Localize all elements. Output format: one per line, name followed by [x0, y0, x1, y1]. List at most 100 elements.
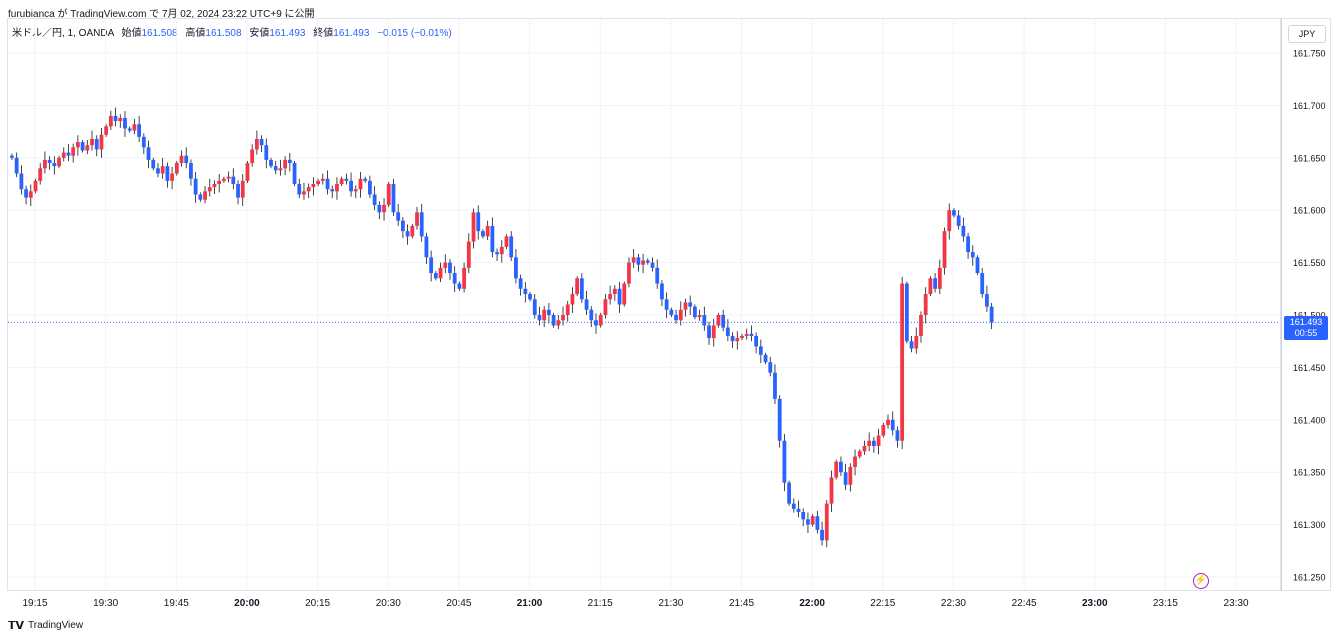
candle-up — [99, 134, 104, 150]
candle-up — [556, 320, 561, 326]
candle-up — [438, 267, 443, 279]
candle-down — [664, 299, 669, 310]
candle-down — [980, 273, 985, 295]
candle-down — [14, 157, 19, 174]
candle-down — [674, 315, 678, 321]
candle-up — [829, 477, 834, 504]
candle-down — [688, 302, 693, 307]
candle-down — [782, 440, 787, 483]
candle-down — [19, 173, 24, 190]
candle-up — [118, 117, 123, 122]
currency-button[interactable]: JPY — [1288, 25, 1326, 43]
candle-down — [189, 163, 193, 179]
candle-up — [471, 212, 476, 242]
candle-up — [942, 231, 947, 268]
x-tick-label: 20:00 — [234, 598, 260, 609]
candle-down — [476, 212, 481, 232]
candle-up — [335, 184, 339, 192]
candle-up — [542, 309, 547, 321]
candle-down — [156, 168, 160, 174]
candle-down — [419, 212, 424, 237]
chart-legend: 米ドル／円, 1, OANDA 始値161.508 高値161.508 安値16… — [12, 24, 452, 39]
legend-change: −0.015 (−0.01%) — [377, 28, 452, 39]
y-tick-label: 161.600 — [1293, 206, 1326, 216]
candle-down — [433, 273, 438, 279]
candle-up — [848, 466, 853, 485]
candle-up — [678, 309, 683, 321]
legend-low-label: 安値 — [249, 28, 270, 39]
x-tick-label: 21:45 — [729, 598, 754, 609]
candle-down — [773, 372, 777, 399]
tradingview-logo[interactable]: 𝗧𝗩 TradingView — [8, 619, 83, 632]
lightning-icon[interactable]: ⚡ — [1193, 573, 1209, 589]
candle-up — [278, 168, 283, 171]
x-tick-label: 23:15 — [1153, 598, 1178, 609]
candle-down — [754, 335, 759, 347]
candle-up — [283, 159, 288, 169]
candle-down — [933, 278, 938, 289]
candle-down — [895, 430, 900, 441]
candle-down — [839, 461, 843, 473]
candle-up — [947, 210, 952, 232]
candle-up — [561, 315, 565, 321]
candle-down — [702, 315, 707, 326]
candle-down — [518, 278, 523, 289]
candle-down — [801, 512, 806, 520]
candle-up — [810, 516, 815, 525]
candle-down — [330, 189, 335, 192]
candle-down — [297, 184, 302, 195]
x-tick-label: 21:15 — [588, 598, 613, 609]
candle-up — [38, 168, 43, 181]
x-tick-label: 19:45 — [164, 598, 189, 609]
candle-up — [353, 189, 358, 192]
candle-down — [349, 180, 353, 192]
x-tick-label: 23:30 — [1224, 598, 1249, 609]
candle-down — [396, 212, 401, 221]
candle-down — [184, 155, 189, 164]
x-tick-label: 22:30 — [941, 598, 966, 609]
candle-up — [711, 325, 716, 339]
candle-down — [952, 210, 956, 216]
candle-up — [919, 315, 923, 336]
candle-up — [240, 180, 245, 198]
candle-down — [617, 288, 622, 305]
candle-down — [660, 283, 664, 300]
candle-down — [815, 516, 820, 530]
candle-up — [410, 225, 415, 237]
candle-down — [989, 306, 994, 323]
candle-up — [212, 184, 217, 188]
x-tick-label: 20:15 — [305, 598, 330, 609]
candle-down — [843, 472, 848, 485]
x-tick-label: 22:00 — [799, 598, 825, 609]
candle-down — [193, 178, 198, 195]
candle-down — [589, 309, 594, 321]
candle-down — [141, 136, 146, 148]
candle-up — [603, 299, 608, 315]
x-tick-label: 22:45 — [1012, 598, 1037, 609]
legend-high-label: 高値 — [185, 28, 206, 39]
legend-symbol[interactable]: 米ドル／円, 1, OANDA — [12, 28, 114, 39]
candle-down — [424, 236, 429, 258]
candle-up — [203, 191, 207, 200]
candle-down — [231, 176, 236, 184]
candle-down — [292, 163, 297, 184]
y-tick-label: 161.700 — [1293, 101, 1326, 111]
candle-down — [528, 294, 532, 300]
candle-down — [363, 178, 368, 181]
candle-down — [123, 117, 127, 129]
candle-up — [90, 138, 94, 146]
tv-logo-text: TradingView — [28, 620, 84, 631]
candle-down — [198, 194, 203, 200]
y-tick-label: 161.450 — [1293, 363, 1326, 373]
candle-down — [966, 236, 970, 253]
candle-up — [740, 335, 744, 339]
candle-down — [645, 260, 650, 263]
candle-down — [796, 508, 801, 513]
candle-down — [113, 115, 118, 122]
x-tick-label: 19:30 — [93, 598, 118, 609]
y-tick-label: 161.250 — [1293, 573, 1326, 583]
candle-down — [80, 142, 85, 151]
candle-up — [254, 138, 259, 150]
candle-down — [514, 257, 518, 279]
